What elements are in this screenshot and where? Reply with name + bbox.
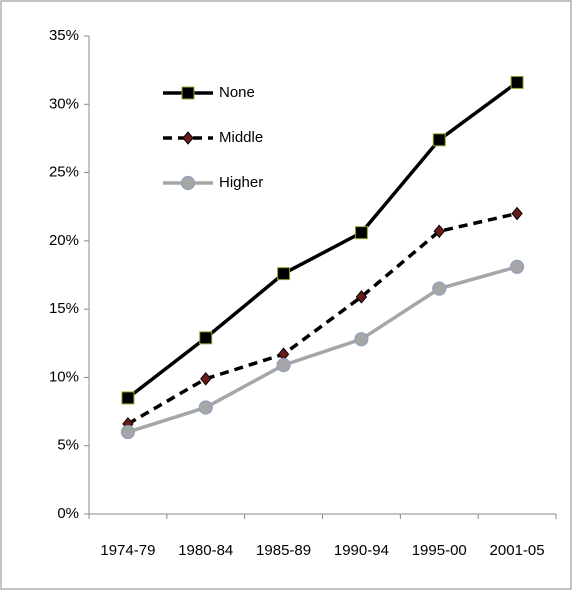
series-line bbox=[127, 211, 518, 426]
marker bbox=[510, 75, 524, 89]
marker bbox=[277, 267, 291, 281]
y-tick-label: 10% bbox=[49, 368, 79, 385]
legend-label: Middle bbox=[219, 129, 263, 146]
x-tick-label: 1985-89 bbox=[256, 542, 311, 559]
marker bbox=[354, 332, 369, 347]
y-tick-label: 25% bbox=[49, 164, 79, 181]
x-tick-label: 1974-79 bbox=[100, 542, 155, 559]
marker bbox=[182, 131, 194, 145]
marker bbox=[200, 372, 212, 386]
x-tick-label: 2001-05 bbox=[490, 542, 545, 559]
x-tick-label: 1980-84 bbox=[178, 542, 233, 559]
marker bbox=[354, 226, 368, 240]
marker bbox=[509, 259, 525, 274]
y-tick-label: 20% bbox=[49, 232, 79, 249]
marker bbox=[181, 86, 195, 100]
marker bbox=[433, 224, 445, 239]
x-tick-label: 1995-00 bbox=[412, 542, 467, 559]
legend-label: Higher bbox=[219, 174, 263, 191]
y-tick-label: 30% bbox=[49, 95, 79, 112]
y-tick-label: 0% bbox=[57, 505, 79, 522]
y-tick-label: 15% bbox=[49, 300, 79, 317]
marker bbox=[355, 290, 368, 304]
marker bbox=[432, 133, 446, 147]
marker bbox=[180, 175, 196, 191]
marker bbox=[432, 281, 447, 296]
marker bbox=[276, 358, 291, 373]
legend-label: None bbox=[219, 84, 255, 101]
y-tick-label: 5% bbox=[57, 437, 79, 454]
x-tick-label: 1990-94 bbox=[334, 542, 389, 559]
marker bbox=[198, 400, 213, 415]
y-tick-label: 35% bbox=[49, 27, 79, 44]
series-line bbox=[126, 81, 519, 400]
marker bbox=[120, 424, 136, 440]
marker bbox=[121, 391, 135, 405]
marker bbox=[511, 206, 523, 221]
series-line bbox=[127, 265, 518, 434]
marker bbox=[199, 331, 213, 345]
